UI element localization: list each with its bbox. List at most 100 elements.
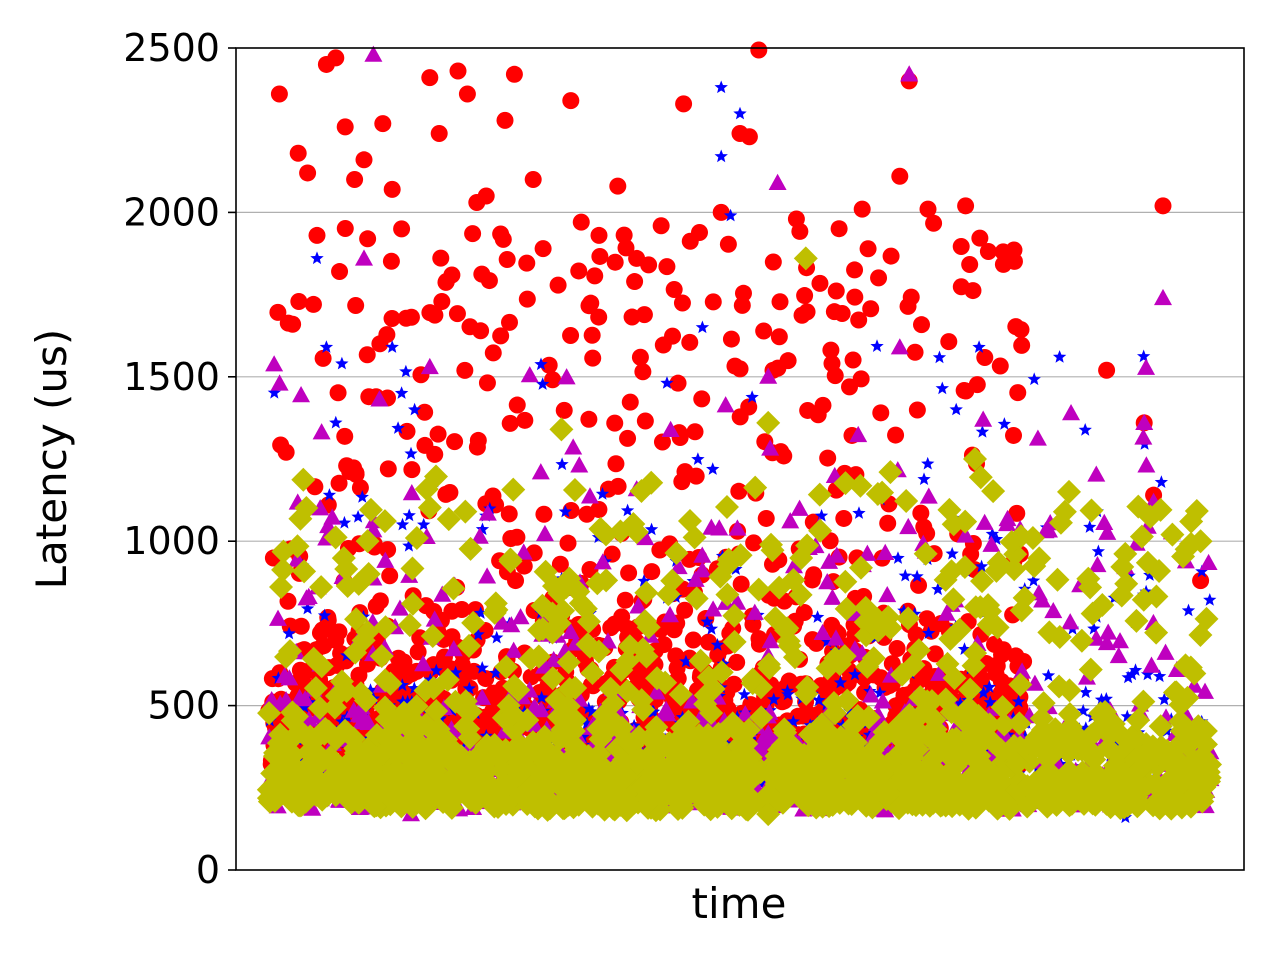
circle-marker: [505, 65, 523, 83]
triangle-marker: [862, 686, 881, 703]
circle-marker: [383, 180, 401, 198]
diamond-marker: [853, 595, 878, 620]
circle-marker: [329, 384, 347, 402]
diamond-marker: [575, 632, 600, 657]
circle-marker: [725, 675, 743, 693]
diamond-marker: [664, 540, 689, 565]
diamond-marker: [400, 591, 425, 616]
diamond-marker: [1070, 760, 1095, 785]
diamond-marker: [746, 577, 771, 602]
circle-marker: [964, 282, 982, 300]
star-marker: [745, 390, 759, 403]
triangle-marker: [956, 526, 975, 543]
diamond-marker: [404, 526, 429, 551]
diamond-marker: [1164, 791, 1189, 816]
diamond-marker: [963, 447, 987, 471]
circle-marker: [429, 425, 447, 443]
star-marker: [395, 517, 410, 531]
circle-marker: [835, 509, 853, 527]
triangle-marker: [790, 499, 809, 516]
diamond-marker: [720, 711, 745, 736]
triangle-marker: [900, 65, 919, 82]
circle-marker: [379, 541, 397, 559]
circle-marker: [507, 572, 525, 590]
circle-marker: [740, 398, 758, 416]
star-marker: [646, 705, 661, 718]
star-marker: [536, 377, 550, 390]
diamond-marker: [719, 767, 744, 792]
triangle-marker: [1137, 358, 1156, 375]
diamond-marker: [294, 495, 319, 520]
circle-marker: [853, 200, 871, 218]
triangle-marker: [827, 546, 846, 563]
star-marker: [457, 740, 472, 753]
triangle-marker: [826, 629, 845, 646]
star-marker: [355, 490, 369, 503]
star-marker: [781, 687, 795, 701]
circle-marker: [764, 253, 782, 271]
diamond-marker: [362, 794, 387, 819]
diamond-marker: [801, 721, 826, 746]
star-marker: [957, 642, 972, 655]
triangle-marker: [629, 597, 648, 614]
y-axis-label: Latency (us): [27, 329, 76, 590]
diamond-marker: [963, 641, 988, 666]
circle-marker: [635, 306, 653, 324]
star-marker: [620, 503, 635, 517]
circle-marker: [426, 445, 444, 463]
star-marker: [714, 149, 728, 163]
diamond-marker: [1126, 708, 1151, 733]
diamond-marker: [894, 489, 919, 514]
circle-marker: [664, 327, 682, 345]
triangle-marker: [818, 573, 837, 590]
triangle-marker: [686, 570, 705, 587]
circle-marker: [572, 213, 590, 231]
circle-marker: [961, 255, 979, 273]
triangle-marker: [504, 641, 523, 658]
diamond-marker: [788, 582, 813, 607]
circle-marker: [665, 621, 683, 639]
diamond-marker: [1057, 702, 1082, 727]
triangle-marker: [1142, 656, 1161, 673]
diamond-marker: [953, 509, 978, 534]
circle-marker: [336, 118, 354, 136]
star-marker: [1120, 709, 1134, 723]
triangle-marker: [982, 535, 1001, 552]
star-marker: [1128, 663, 1143, 676]
diamond-marker: [714, 494, 739, 519]
star-marker: [1152, 669, 1167, 683]
diamond-marker: [1131, 587, 1156, 612]
star-marker: [363, 683, 378, 696]
diamond-marker: [841, 713, 866, 738]
circle-marker: [891, 167, 909, 185]
diamond-marker: [342, 756, 367, 781]
triangle-marker: [478, 504, 497, 521]
star-marker: [983, 695, 997, 709]
circle-marker: [879, 514, 897, 532]
diamond-marker: [672, 787, 697, 812]
star-marker: [474, 606, 488, 619]
star-marker: [322, 488, 337, 501]
circle-marker: [551, 555, 569, 573]
circle-marker: [796, 287, 814, 305]
diamond-marker: [1163, 736, 1188, 761]
diamond-marker: [645, 750, 670, 775]
diamond-marker: [660, 751, 685, 776]
triangle-marker: [693, 561, 712, 578]
diamond-marker: [588, 516, 613, 541]
star-marker: [843, 704, 857, 718]
circle-marker: [299, 164, 317, 182]
star-marker: [660, 376, 674, 389]
circle-marker: [616, 591, 634, 609]
diamond-marker: [338, 785, 363, 810]
circle-marker: [437, 273, 455, 291]
triangle-marker: [1156, 643, 1175, 660]
diamond-marker: [424, 698, 449, 723]
circle-marker: [993, 646, 1011, 664]
star-marker: [953, 696, 967, 710]
circle-marker: [643, 563, 661, 581]
diamond-marker: [1188, 622, 1213, 647]
diamond-marker: [301, 646, 326, 671]
diamond-marker: [265, 769, 290, 794]
circle-marker: [655, 636, 673, 654]
